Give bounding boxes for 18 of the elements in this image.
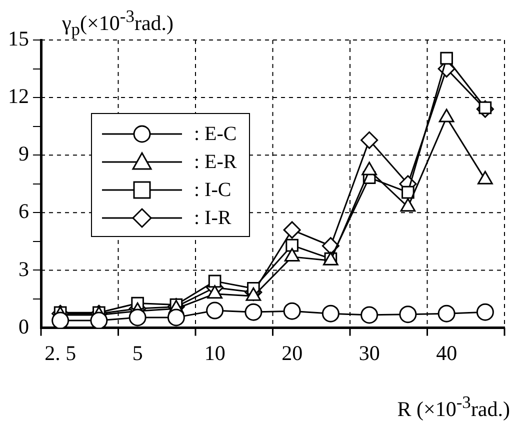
legend-label: : E-R [194,150,237,174]
legend-label: : I-R [194,206,232,230]
x-tick-label: 10 [204,340,226,365]
y-tick-label: 15 [8,26,29,51]
y-tick-label: 6 [18,199,29,224]
y-tick-label: 9 [18,142,29,166]
legend-label: : E-C [194,122,237,146]
x-tick-label: 5 [132,340,143,365]
y-tick-label: 3 [18,256,29,281]
legend-label: : I-C [194,178,232,202]
x-tick-label: 2. 5 [44,340,76,365]
x-axis-title: R (×10$^{-3}$rad.) [397,392,510,422]
x-tick-label: 40 [436,340,458,365]
x-tick-label: 30 [358,340,380,365]
y-axis-title: γ$_{p}$(×10$^{-3}$rad.) [62,6,174,40]
y-tick-label: 12 [8,84,29,108]
y-tick-label: 0 [18,314,29,338]
x-tick-label: 20 [282,340,303,365]
